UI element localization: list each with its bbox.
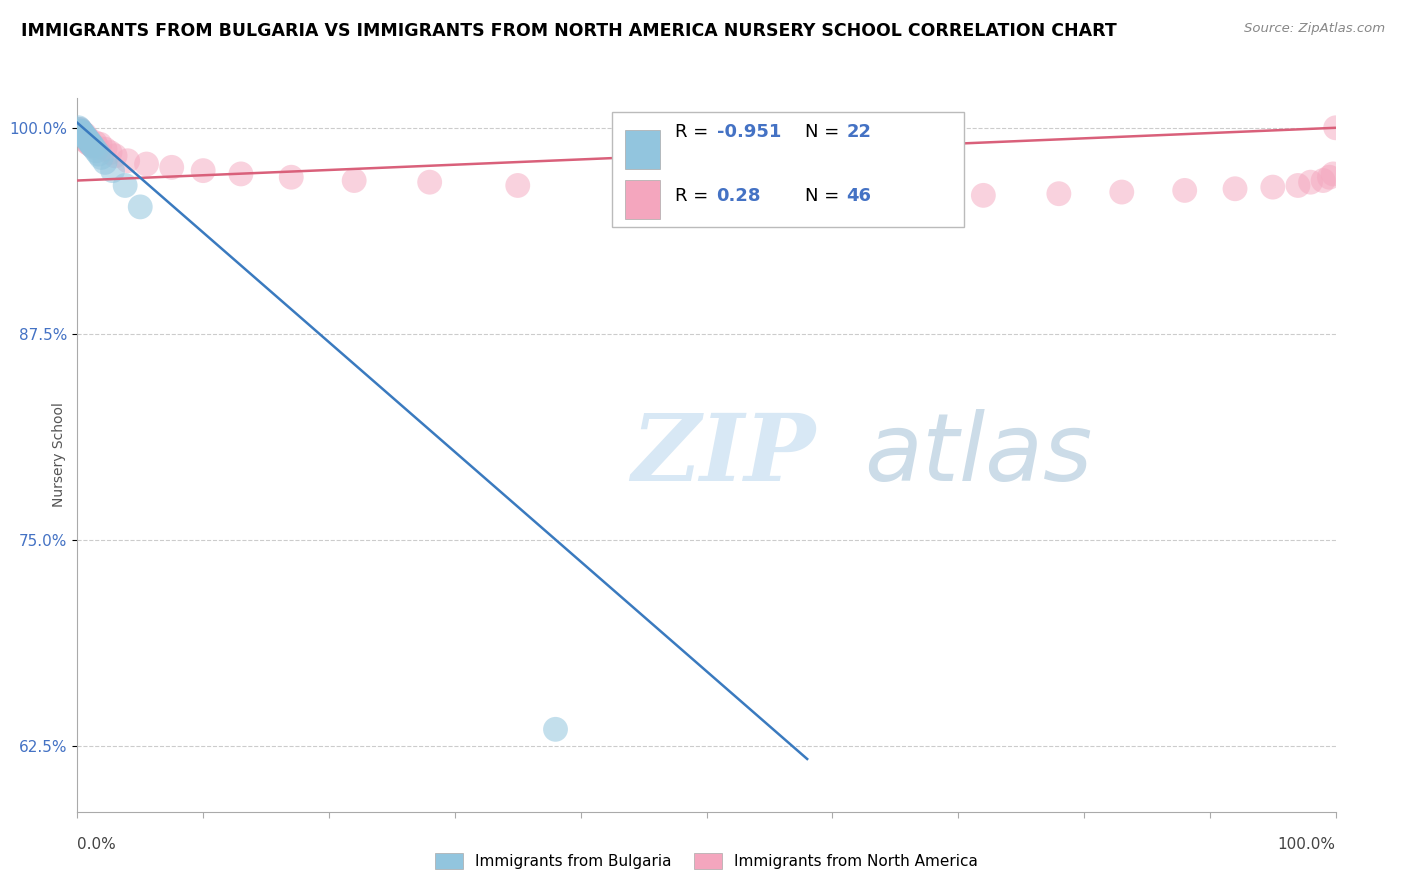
Point [69, 126, 91, 140]
Text: R =: R = [675, 123, 714, 141]
Point [821, 185, 844, 199]
Point [77, 132, 100, 146]
Point [1174, 183, 1197, 197]
Point [1111, 185, 1133, 199]
Text: atlas: atlas [863, 409, 1092, 500]
Point [69, 122, 91, 136]
Point [419, 175, 441, 189]
Point [67, 120, 90, 135]
Point [104, 149, 127, 163]
Point [86, 140, 108, 154]
Point [972, 188, 994, 202]
Point [89, 137, 111, 152]
Point [73, 128, 96, 143]
Point [83, 140, 105, 154]
Point [191, 163, 215, 178]
Point [69, 122, 91, 136]
Point [506, 178, 529, 193]
Point [633, 182, 655, 196]
Text: -0.951: -0.951 [717, 123, 780, 141]
Text: R =: R = [675, 187, 714, 205]
Point [67, 124, 90, 138]
Point [70, 128, 93, 142]
Point [114, 178, 136, 193]
Point [1322, 167, 1344, 181]
Y-axis label: Nursery School: Nursery School [52, 402, 66, 508]
Point [84, 144, 107, 158]
Point [73, 132, 96, 146]
Point [160, 161, 183, 175]
Point [1223, 182, 1246, 196]
Point [1299, 175, 1322, 189]
Point [77, 134, 100, 148]
Point [72, 126, 94, 140]
Point [70, 124, 93, 138]
Point [84, 136, 107, 150]
Point [73, 128, 96, 142]
Point [129, 200, 152, 214]
Text: 100.0%: 100.0% [1278, 837, 1336, 852]
Point [76, 132, 98, 146]
Text: 0.0%: 0.0% [77, 837, 117, 852]
FancyBboxPatch shape [624, 180, 659, 219]
Text: Source: ZipAtlas.com: Source: ZipAtlas.com [1244, 22, 1385, 36]
Point [544, 723, 567, 737]
Point [69, 124, 91, 138]
Text: 22: 22 [846, 123, 872, 141]
Point [1286, 178, 1309, 193]
Point [80, 137, 103, 152]
Point [76, 136, 98, 150]
Text: 46: 46 [846, 187, 872, 205]
Point [1047, 186, 1070, 201]
Text: N =: N = [804, 123, 845, 141]
Point [343, 173, 366, 187]
FancyBboxPatch shape [612, 112, 965, 227]
Point [229, 167, 252, 181]
Point [82, 139, 104, 153]
Point [1261, 180, 1284, 194]
Point [94, 155, 117, 169]
Point [117, 153, 139, 168]
Point [135, 157, 157, 171]
Point [884, 186, 907, 201]
FancyBboxPatch shape [624, 130, 659, 169]
Point [1319, 170, 1341, 185]
Point [87, 147, 110, 161]
Point [72, 128, 94, 143]
Point [79, 136, 101, 150]
Point [90, 151, 112, 165]
Point [1312, 173, 1334, 187]
Point [98, 145, 121, 160]
Point [1324, 120, 1347, 135]
Point [79, 137, 101, 152]
Text: N =: N = [804, 187, 845, 205]
Point [94, 142, 117, 156]
Point [75, 134, 97, 148]
Text: 0.28: 0.28 [717, 187, 761, 205]
Text: ZIP: ZIP [631, 410, 815, 500]
Point [72, 130, 94, 145]
Point [82, 139, 104, 153]
Point [101, 163, 124, 178]
Point [72, 128, 94, 142]
Text: IMMIGRANTS FROM BULGARIA VS IMMIGRANTS FROM NORTH AMERICA NURSERY SCHOOL CORRELA: IMMIGRANTS FROM BULGARIA VS IMMIGRANTS F… [21, 22, 1116, 40]
Point [720, 183, 742, 197]
Point [75, 130, 97, 145]
Point [280, 170, 302, 185]
Point [72, 126, 94, 140]
Point [70, 124, 93, 138]
Legend: Immigrants from Bulgaria, Immigrants from North America: Immigrants from Bulgaria, Immigrants fro… [429, 847, 984, 875]
